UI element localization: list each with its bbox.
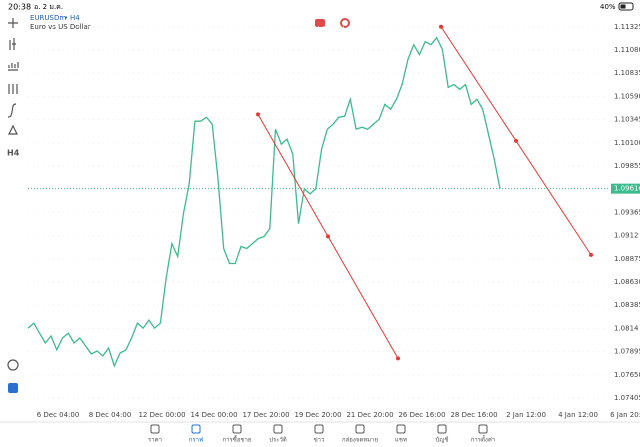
nav-icon[interactable] <box>232 424 242 434</box>
trend-point <box>589 252 593 257</box>
nav-icon[interactable] <box>314 424 324 434</box>
nav-icon[interactable] <box>355 424 365 434</box>
one-click-button[interactable] <box>340 18 350 28</box>
x-tick-label: 17 Dec 20:00 <box>242 411 289 419</box>
toolbar-timeframe[interactable]: H4 <box>7 149 20 158</box>
y-tick-label: 1.0912 <box>614 232 639 240</box>
current-price-label: 1.09616 <box>614 185 640 193</box>
y-tick-label: 1.10345 <box>614 116 640 124</box>
y-tick-label: 1.0814 <box>614 324 639 332</box>
nav-icon[interactable] <box>478 424 488 434</box>
nav-icon[interactable] <box>273 424 283 434</box>
current-price-box <box>611 183 640 194</box>
nav-icon[interactable] <box>396 424 406 434</box>
x-tick-label: 12 Dec 00:00 <box>138 411 185 419</box>
left-toolbar <box>7 18 19 371</box>
nav-label[interactable]: บัญชี <box>436 436 449 444</box>
trade-button[interactable] <box>315 19 325 27</box>
indicators-tool[interactable] <box>8 62 19 71</box>
nav-icon[interactable] <box>191 424 201 434</box>
y-tick-label: 1.07650 <box>614 371 640 379</box>
nav-label[interactable]: ราคา <box>148 437 162 444</box>
x-tick-label: 2 Jan 12:00 <box>506 411 546 419</box>
y-tick-label: 1.09365 <box>614 208 640 216</box>
timeframe: H4 <box>70 14 80 22</box>
trend-point <box>514 138 518 143</box>
nav-icon[interactable] <box>437 424 447 434</box>
y-tick-label: 1.11080 <box>614 46 640 54</box>
y-tick-label: 1.08630 <box>614 278 640 286</box>
trend-point <box>326 234 330 239</box>
symbol-description: Euro vs US Dollar <box>30 23 91 31</box>
battery-level: 40% <box>600 3 616 11</box>
x-tick-label: 8 Dec 04:00 <box>89 411 132 419</box>
chart-type-tool[interactable] <box>9 38 16 50</box>
app-logo[interactable] <box>8 383 18 393</box>
y-tick-label: 1.09855 <box>614 162 640 170</box>
y-tick-label: 1.08875 <box>614 255 640 263</box>
x-tick-label: 21 Dec 20:00 <box>346 411 393 419</box>
nav-label[interactable]: ประวัติ <box>269 437 287 444</box>
nav-label[interactable]: กล่องจดหมาย <box>342 437 378 444</box>
y-tick-label: 1.07405 <box>614 394 640 402</box>
battery-icon <box>618 2 634 11</box>
nav-label[interactable]: การตั้งค่า <box>471 434 495 444</box>
y-tick-label: 1.08385 <box>614 301 640 309</box>
settings-tool[interactable] <box>8 84 18 94</box>
separator: • <box>64 14 68 22</box>
status-time: 20:38 <box>8 3 31 12</box>
price-line <box>27 36 501 368</box>
nav-label[interactable]: กราฟ <box>189 437 203 444</box>
nav-icon[interactable] <box>150 424 160 434</box>
trend-point <box>396 356 400 361</box>
x-tick-label: 4 Jan 12:00 <box>558 411 598 419</box>
function-tool[interactable] <box>7 103 17 118</box>
x-tick-label: 28 Dec 16:00 <box>450 411 497 419</box>
nav-label[interactable]: แชท <box>395 437 407 444</box>
x-tick-label: 6 Dec 04:00 <box>37 411 80 419</box>
battery-fill <box>620 4 626 9</box>
y-tick-label: 1.10835 <box>614 69 640 77</box>
y-tick-label: 1.10590 <box>614 92 640 100</box>
nav-label[interactable]: การซื้อขาย <box>223 434 252 444</box>
x-tick-label: 19 Dec 20:00 <box>294 411 341 419</box>
symbol: EURUSDm <box>30 14 66 22</box>
status-date: อ. 2 ม.ค. <box>34 3 63 11</box>
y-tick-label: 1.11325 <box>614 23 640 31</box>
zoom-tool[interactable] <box>7 359 19 371</box>
objects-tool[interactable] <box>8 124 18 135</box>
nav-label[interactable]: ข่าว <box>314 437 325 444</box>
crosshair-tool[interactable] <box>8 18 18 28</box>
y-tick-label: 1.07895 <box>614 348 640 356</box>
x-tick-label: 26 Dec 16:00 <box>398 411 445 419</box>
x-tick-label: 14 Dec 00:00 <box>190 411 237 419</box>
trend-point <box>256 112 260 117</box>
x-tick-label: 6 Jan 20:00 <box>610 411 640 419</box>
trend-point <box>439 24 443 29</box>
y-tick-label: 1.10100 <box>614 139 640 147</box>
